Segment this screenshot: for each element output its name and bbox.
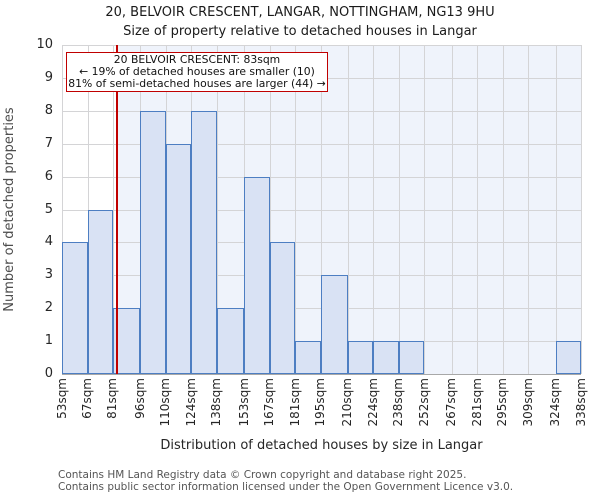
x-tick-label: 81sqm	[105, 378, 120, 419]
y-tick-label: 6	[44, 168, 53, 184]
x-tick-label: 238sqm	[391, 378, 406, 427]
histogram-bar	[87, 209, 113, 374]
x-tick-label: 195sqm	[313, 378, 328, 427]
histogram-bar	[244, 176, 270, 374]
histogram-bar	[373, 341, 399, 374]
histogram-bar	[140, 110, 166, 374]
x-axis-line	[62, 374, 581, 375]
footer-line-2: Contains public sector information licen…	[58, 481, 514, 493]
x-tick-label: 167sqm	[262, 378, 277, 427]
x-tick-label: 338sqm	[573, 378, 588, 427]
property-size-marker-line	[115, 45, 118, 374]
y-tick-label: 7	[44, 135, 53, 151]
x-tick-label: 67sqm	[79, 378, 94, 419]
y-tick-label: 8	[44, 102, 53, 118]
histogram-bar	[555, 341, 581, 374]
histogram-bar	[216, 308, 245, 374]
x-tick-label: 281sqm	[469, 378, 484, 427]
h-gridline	[62, 143, 581, 145]
h-gridline	[62, 209, 581, 211]
y-tick-label: 5	[44, 201, 53, 217]
chart-title: 20, BELVOIR CRESCENT, LANGAR, NOTTINGHAM…	[105, 5, 495, 20]
histogram-bar	[191, 110, 217, 374]
y-tick-label: 0	[44, 366, 53, 381]
x-tick-label: 110sqm	[158, 378, 173, 427]
annotation-line-3: 81% of semi-detached houses are larger (…	[68, 77, 326, 90]
h-gridline	[62, 242, 581, 244]
y-tick-label: 10	[36, 37, 53, 52]
histogram-bar	[295, 341, 321, 374]
annotation-line-1: 20 BELVOIR CRESCENT: 83sqm	[113, 53, 281, 66]
h-gridline	[62, 45, 581, 46]
annotation-line-2: ← 19% of detached houses are smaller (10…	[79, 65, 315, 78]
x-axis-tick-labels: 53sqm 67sqm 81sqm 96sqm 110sqm 124sqm 138sqm 15…	[0, 378, 600, 444]
annotation-box: 20 BELVOIR CRESCENT: 83sqm ← 19% of deta…	[66, 52, 328, 92]
x-tick-label: 138sqm	[209, 378, 224, 427]
x-tick-label: 181sqm	[287, 378, 302, 427]
h-gridline	[62, 110, 581, 112]
histogram-bar	[320, 275, 348, 374]
y-tick-label: 4	[44, 234, 53, 250]
histogram-bar	[62, 242, 88, 374]
x-axis-title: Distribution of detached houses by size …	[160, 438, 483, 453]
histogram-bar	[165, 143, 192, 374]
y-tick-label: 2	[44, 300, 53, 316]
x-tick-label: 224sqm	[365, 378, 380, 427]
h-gridline	[62, 176, 581, 178]
v-gridline	[581, 45, 582, 374]
footer: Contains HM Land Registry data © Crown c…	[58, 469, 513, 493]
histogram-bar	[269, 242, 296, 374]
x-tick-label: 267sqm	[444, 378, 459, 427]
x-tick-label: 96sqm	[132, 378, 147, 419]
plot-area: 20 BELVOIR CRESCENT: 83sqm ← 19% of deta…	[62, 45, 582, 375]
x-tick-label: 53sqm	[54, 378, 69, 419]
y-tick-label: 3	[44, 267, 53, 283]
y-axis-tick-labels: 0 1 2 3 4 5 6 7 8 9 10	[0, 37, 53, 381]
y-tick-label: 9	[44, 69, 53, 85]
x-tick-label: 124sqm	[183, 378, 198, 427]
y-tick-label: 1	[44, 333, 53, 349]
x-tick-label: 324sqm	[548, 378, 562, 427]
x-tick-label: 210sqm	[340, 378, 355, 427]
footer-line-1: Contains HM Land Registry data © Crown c…	[58, 469, 467, 481]
x-tick-label: 309sqm	[520, 378, 535, 427]
x-tick-label: 153sqm	[236, 378, 251, 427]
histogram-bar	[347, 341, 374, 374]
x-tick-label: 252sqm	[416, 378, 431, 427]
x-tick-label: 295sqm	[495, 378, 510, 427]
histogram-bar	[398, 341, 425, 374]
chart-subtitle: Size of property relative to detached ho…	[123, 24, 477, 39]
